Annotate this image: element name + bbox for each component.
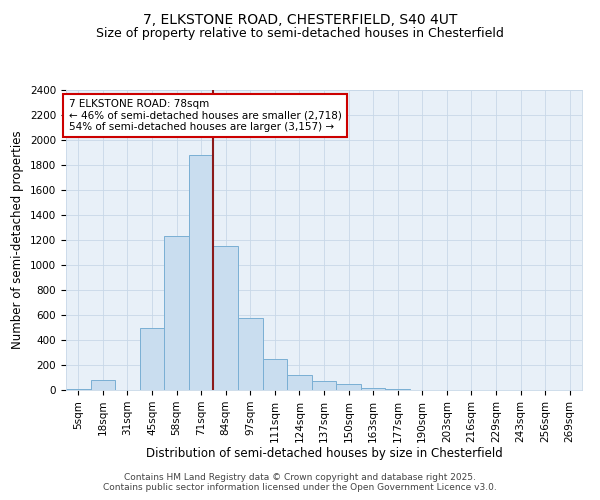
Bar [361, 388, 385, 390]
Bar [238, 318, 263, 390]
Bar [164, 236, 189, 390]
Bar [91, 380, 115, 390]
Bar [214, 246, 238, 390]
Bar [66, 389, 91, 390]
Bar [287, 375, 312, 390]
Text: Contains HM Land Registry data © Crown copyright and database right 2025.
Contai: Contains HM Land Registry data © Crown c… [103, 473, 497, 492]
Text: Size of property relative to semi-detached houses in Chesterfield: Size of property relative to semi-detach… [96, 28, 504, 40]
Y-axis label: Number of semi-detached properties: Number of semi-detached properties [11, 130, 25, 350]
Text: 7 ELKSTONE ROAD: 78sqm
← 46% of semi-detached houses are smaller (2,718)
54% of : 7 ELKSTONE ROAD: 78sqm ← 46% of semi-det… [68, 99, 341, 132]
X-axis label: Distribution of semi-detached houses by size in Chesterfield: Distribution of semi-detached houses by … [146, 448, 502, 460]
Bar [189, 155, 214, 390]
Bar [263, 360, 287, 390]
Text: 7, ELKSTONE ROAD, CHESTERFIELD, S40 4UT: 7, ELKSTONE ROAD, CHESTERFIELD, S40 4UT [143, 12, 457, 26]
Bar [336, 384, 361, 390]
Bar [140, 328, 164, 390]
Bar [312, 381, 336, 390]
Bar [385, 389, 410, 390]
